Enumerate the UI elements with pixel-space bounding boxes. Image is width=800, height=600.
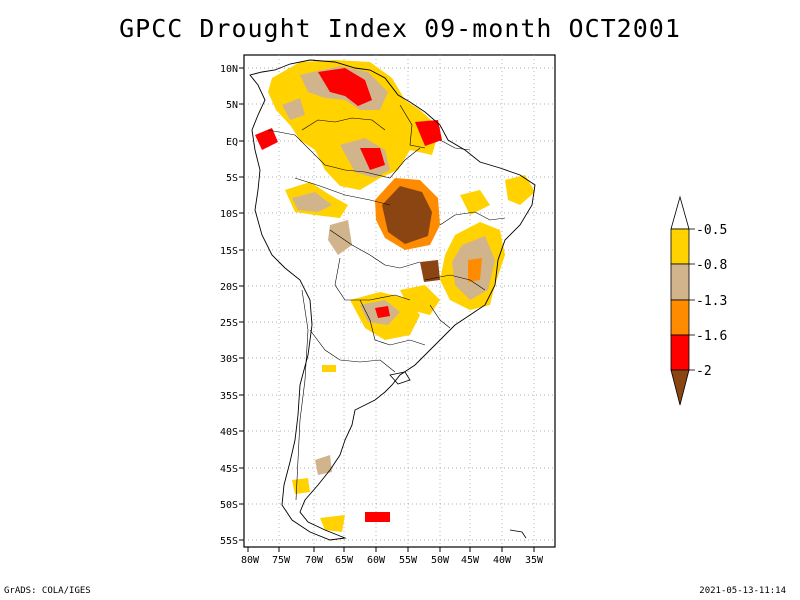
y-tick-label: 45S (220, 464, 238, 475)
legend-swatch (670, 299, 690, 336)
footer-timestamp: 2021-05-13-11:14 (699, 586, 786, 596)
y-tick-label: 10S (220, 209, 238, 220)
country-borders (267, 104, 506, 501)
y-tick-label: EQ (226, 137, 238, 148)
y-tick-label: 55S (220, 536, 238, 547)
y-tick-label: 30S (220, 354, 238, 365)
legend-label: -0.8 (696, 258, 727, 273)
x-tick-label: 75W (272, 555, 291, 566)
color-legend (670, 195, 695, 406)
x-tick-label: 55W (399, 555, 418, 566)
x-tick-label: 45W (461, 555, 480, 566)
y-tick-label: 10N (220, 64, 238, 75)
islands (389, 371, 527, 539)
legend-label: -2 (696, 364, 712, 379)
y-tick-label: 5N (226, 100, 238, 111)
legend-swatch-bottom (670, 369, 690, 406)
y-tick-label: 5S (226, 173, 238, 184)
x-tick-label: 40W (493, 555, 512, 566)
legend-swatch (670, 228, 690, 265)
x-tick-label: 50W (431, 555, 450, 566)
x-tick-label: 60W (367, 555, 386, 566)
y-tick-label: 50S (220, 500, 238, 511)
y-tick-label: 40S (220, 427, 238, 438)
legend-label: -1.3 (696, 294, 727, 309)
drought-areas (255, 60, 535, 532)
x-tick-label: 70W (305, 555, 324, 566)
y-tick-label: 35S (220, 391, 238, 402)
legend-swatch (670, 263, 690, 301)
legend-swatch-top (670, 195, 690, 230)
x-tick-label: 65W (335, 555, 354, 566)
y-tick-label: 25S (220, 318, 238, 329)
legend-label: -1.6 (696, 329, 727, 344)
tick-marks (239, 67, 535, 552)
y-axis-labels: 10N 5N EQ 5S 10S 15S 20S 25S 30S 35S 40S… (220, 64, 238, 547)
map-title: GPCC Drought Index 09-month OCT2001 (119, 14, 681, 43)
legend-swatch (670, 334, 690, 371)
y-tick-label: 20S (220, 282, 238, 293)
legend-label: -0.5 (696, 223, 727, 238)
y-tick-label: 15S (220, 246, 238, 257)
x-axis-labels: 80W 75W 70W 65W 60W 55W 50W 45W 40W 35W (241, 555, 544, 566)
legend-labels: -0.5 -0.8 -1.3 -1.6 -2 (696, 223, 727, 379)
footer-credit: GrADS: COLA/IGES (4, 586, 91, 596)
coastlines (249, 59, 536, 541)
x-tick-label: 80W (241, 555, 260, 566)
x-tick-label: 35W (525, 555, 544, 566)
